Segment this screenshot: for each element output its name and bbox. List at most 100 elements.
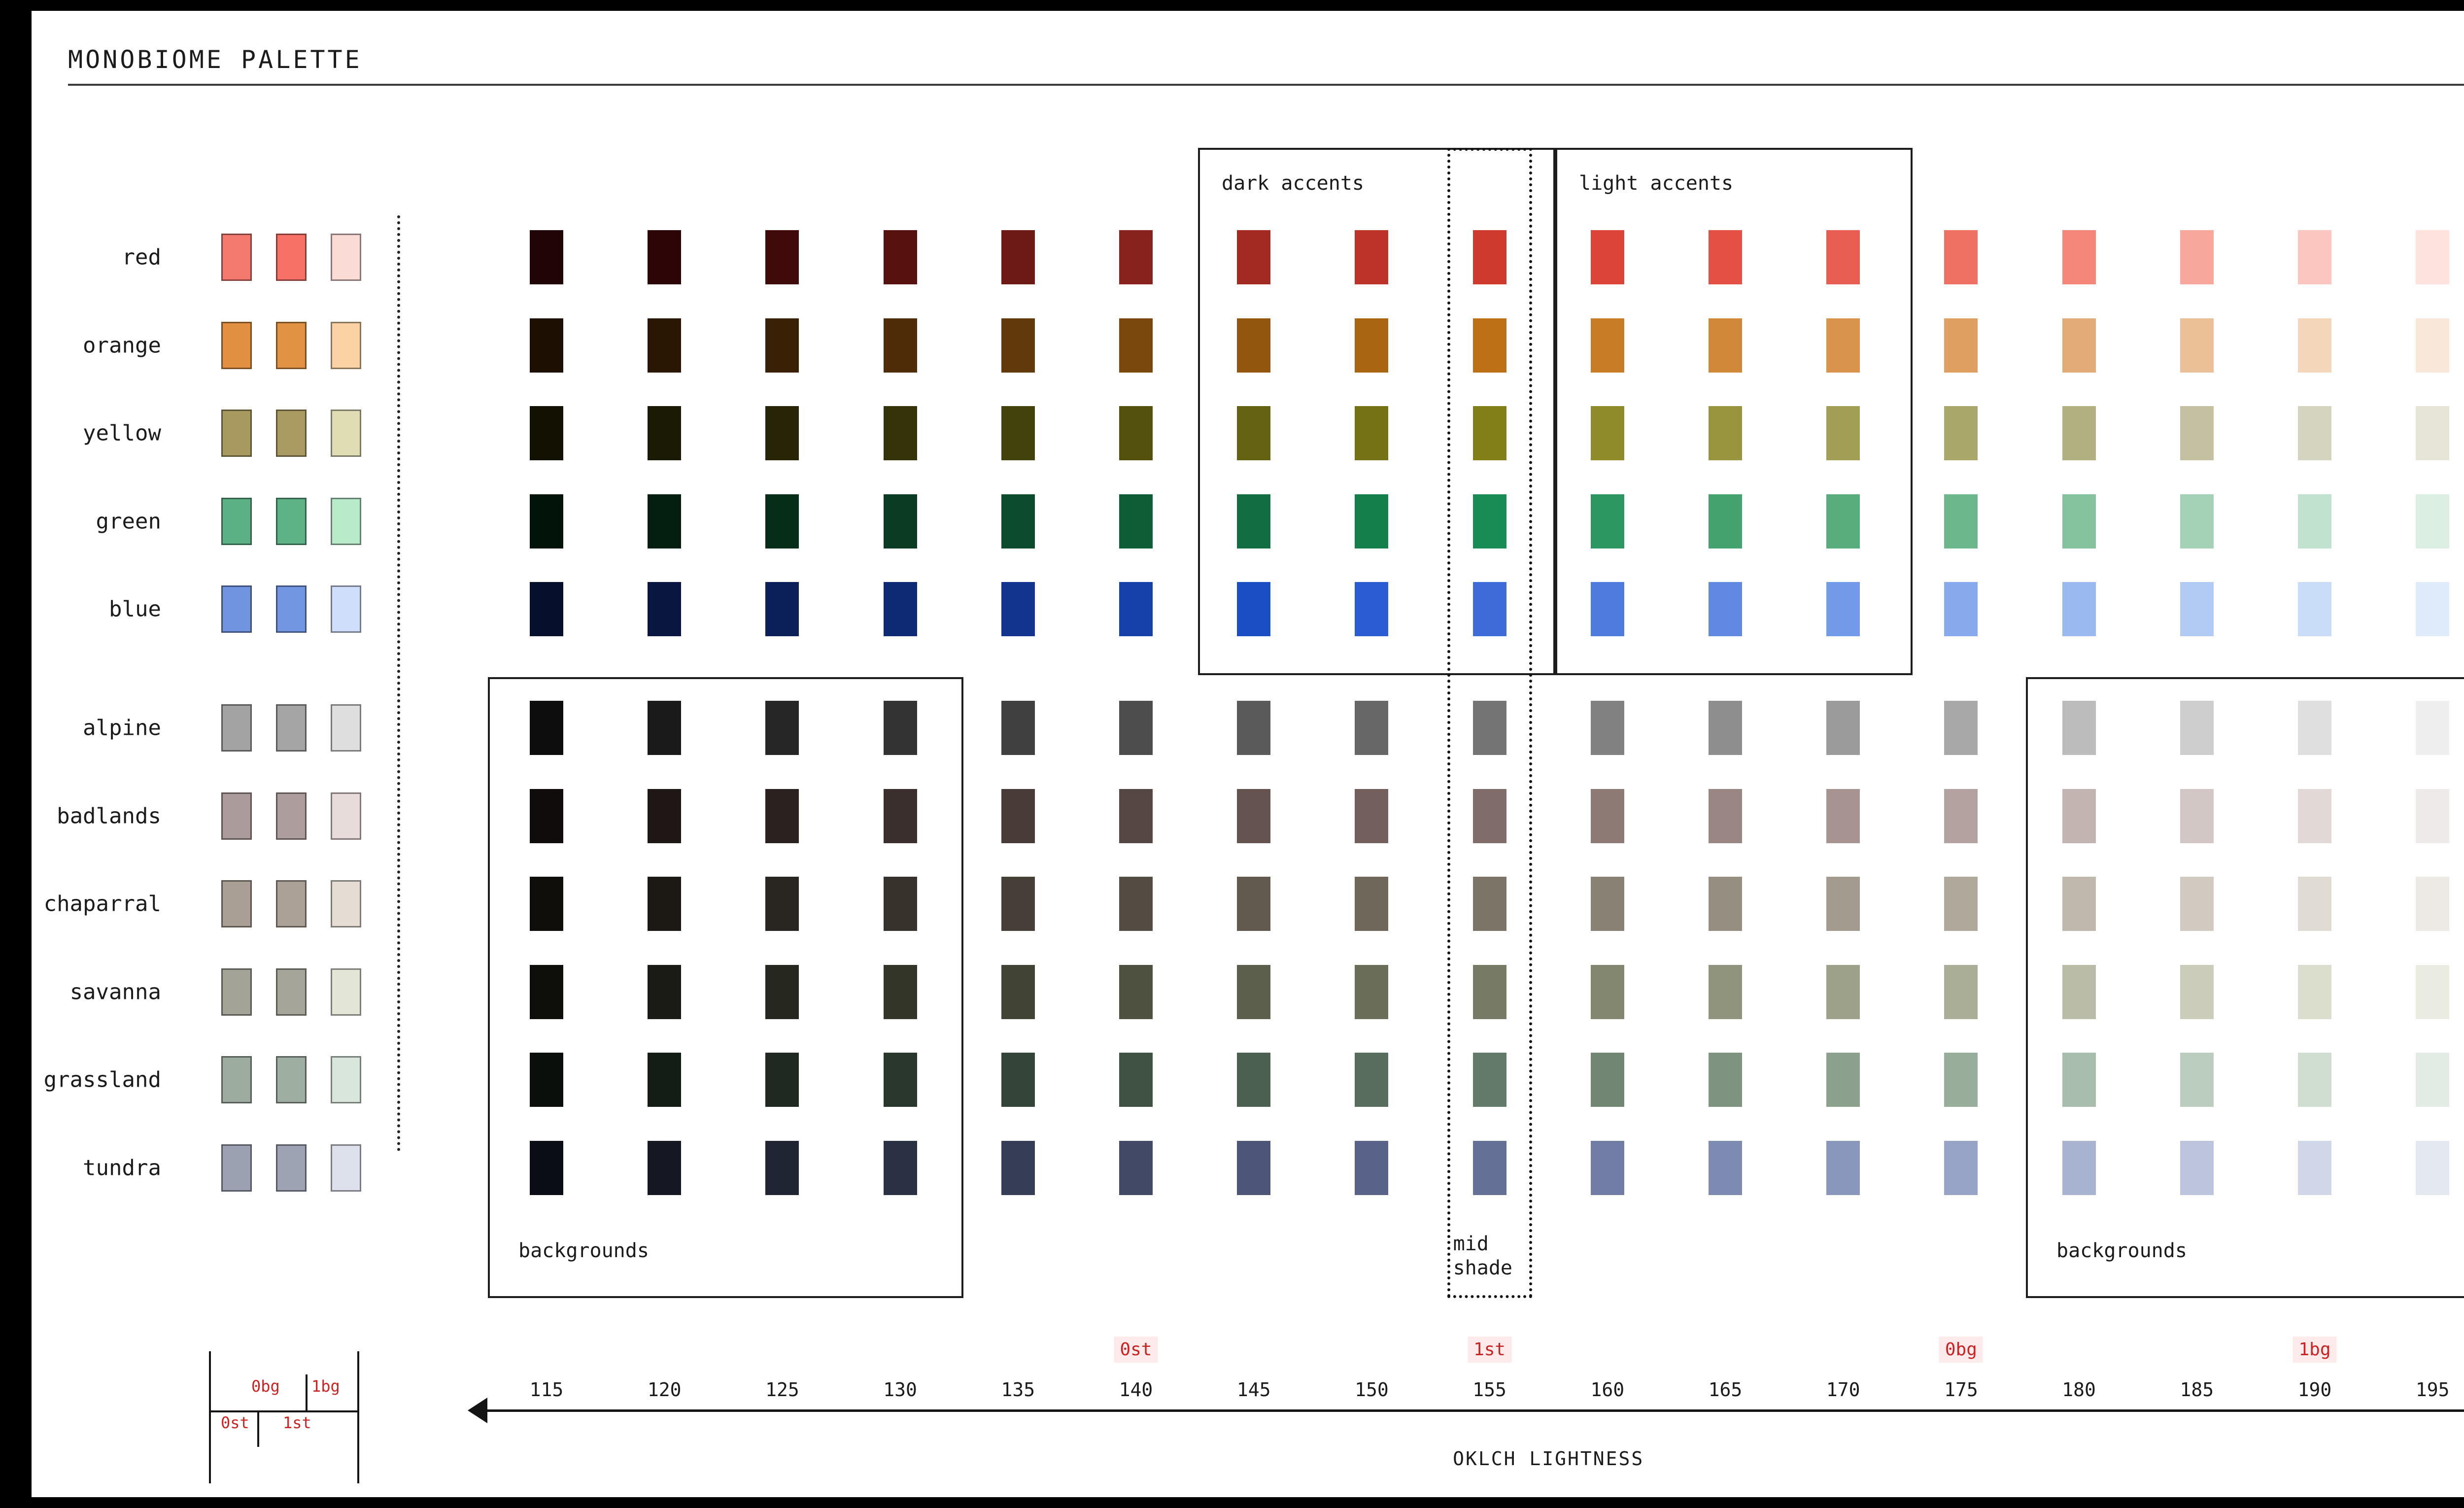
swatch-red-130[interactable] (883, 230, 917, 284)
preview-swatch-savanna-2[interactable] (331, 968, 361, 1016)
swatch-grassland-170[interactable] (1826, 1053, 1860, 1107)
swatch-green-120[interactable] (648, 494, 682, 548)
swatch-yellow-120[interactable] (648, 406, 682, 460)
swatch-blue-140[interactable] (1119, 582, 1153, 636)
swatch-grassland-180[interactable] (2062, 1053, 2096, 1107)
swatch-alpine-135[interactable] (1001, 701, 1035, 755)
swatch-savanna-130[interactable] (883, 964, 917, 1019)
swatch-blue-180[interactable] (2062, 582, 2096, 636)
swatch-red-135[interactable] (1001, 230, 1035, 284)
swatch-badlands-170[interactable] (1826, 788, 1860, 843)
swatch-green-165[interactable] (1709, 494, 1742, 548)
swatch-blue-165[interactable] (1709, 582, 1742, 636)
preview-swatch-blue-2[interactable] (331, 585, 361, 633)
preview-swatch-blue-1[interactable] (276, 585, 307, 633)
swatch-badlands-160[interactable] (1590, 788, 1624, 843)
swatch-orange-130[interactable] (883, 318, 917, 373)
swatch-chaparral-185[interactable] (2180, 877, 2214, 931)
swatch-yellow-165[interactable] (1709, 406, 1742, 460)
swatch-yellow-135[interactable] (1001, 406, 1035, 460)
swatch-blue-130[interactable] (883, 582, 917, 636)
swatch-grassland-190[interactable] (2298, 1053, 2331, 1107)
swatch-red-160[interactable] (1590, 230, 1624, 284)
swatch-badlands-185[interactable] (2180, 788, 2214, 843)
swatch-chaparral-150[interactable] (1355, 877, 1389, 931)
swatch-green-135[interactable] (1001, 494, 1035, 548)
swatch-badlands-140[interactable] (1119, 788, 1153, 843)
swatch-chaparral-130[interactable] (883, 877, 917, 931)
swatch-orange-150[interactable] (1355, 318, 1389, 373)
swatch-red-195[interactable] (2416, 230, 2450, 284)
swatch-blue-190[interactable] (2298, 582, 2331, 636)
swatch-alpine-145[interactable] (1237, 701, 1271, 755)
swatch-orange-185[interactable] (2180, 318, 2214, 373)
swatch-alpine-195[interactable] (2416, 701, 2450, 755)
swatch-orange-190[interactable] (2298, 318, 2331, 373)
swatch-badlands-130[interactable] (883, 788, 917, 843)
swatch-orange-140[interactable] (1119, 318, 1153, 373)
swatch-savanna-155[interactable] (1472, 964, 1506, 1019)
swatch-savanna-190[interactable] (2298, 964, 2331, 1019)
swatch-chaparral-195[interactable] (2416, 877, 2450, 931)
preview-swatch-savanna-1[interactable] (276, 968, 307, 1016)
swatch-blue-135[interactable] (1001, 582, 1035, 636)
swatch-savanna-195[interactable] (2416, 964, 2450, 1019)
swatch-tundra-160[interactable] (1590, 1140, 1624, 1195)
preview-swatch-red-1[interactable] (276, 234, 307, 281)
preview-swatch-yellow-1[interactable] (276, 410, 307, 457)
preview-swatch-chaparral-1[interactable] (276, 880, 307, 927)
swatch-savanna-150[interactable] (1355, 964, 1389, 1019)
swatch-tundra-190[interactable] (2298, 1140, 2331, 1195)
swatch-red-190[interactable] (2298, 230, 2331, 284)
swatch-tundra-150[interactable] (1355, 1140, 1389, 1195)
preview-swatch-grassland-0[interactable] (221, 1056, 252, 1103)
swatch-tundra-115[interactable] (530, 1140, 563, 1195)
swatch-tundra-195[interactable] (2416, 1140, 2450, 1195)
swatch-alpine-170[interactable] (1826, 701, 1860, 755)
preview-swatch-chaparral-2[interactable] (331, 880, 361, 927)
swatch-alpine-120[interactable] (648, 701, 682, 755)
swatch-yellow-175[interactable] (1944, 406, 1978, 460)
swatch-yellow-190[interactable] (2298, 406, 2331, 460)
swatch-red-150[interactable] (1355, 230, 1389, 284)
swatch-tundra-185[interactable] (2180, 1140, 2214, 1195)
swatch-orange-145[interactable] (1237, 318, 1271, 373)
swatch-alpine-175[interactable] (1944, 701, 1978, 755)
swatch-orange-195[interactable] (2416, 318, 2450, 373)
swatch-grassland-165[interactable] (1709, 1053, 1742, 1107)
preview-swatch-alpine-0[interactable] (221, 704, 252, 752)
swatch-badlands-125[interactable] (765, 788, 799, 843)
preview-swatch-badlands-1[interactable] (276, 792, 307, 840)
swatch-tundra-145[interactable] (1237, 1140, 1271, 1195)
swatch-grassland-160[interactable] (1590, 1053, 1624, 1107)
swatch-chaparral-115[interactable] (530, 877, 563, 931)
preview-swatch-grassland-2[interactable] (331, 1056, 361, 1103)
swatch-orange-125[interactable] (765, 318, 799, 373)
swatch-red-155[interactable] (1472, 230, 1506, 284)
preview-swatch-green-2[interactable] (331, 497, 361, 545)
swatch-blue-160[interactable] (1590, 582, 1624, 636)
preview-swatch-tundra-1[interactable] (276, 1144, 307, 1192)
swatch-red-175[interactable] (1944, 230, 1978, 284)
swatch-green-195[interactable] (2416, 494, 2450, 548)
swatch-blue-145[interactable] (1237, 582, 1271, 636)
swatch-yellow-160[interactable] (1590, 406, 1624, 460)
swatch-green-145[interactable] (1237, 494, 1271, 548)
swatch-red-170[interactable] (1826, 230, 1860, 284)
swatch-alpine-155[interactable] (1472, 701, 1506, 755)
preview-swatch-orange-1[interactable] (276, 321, 307, 369)
swatch-blue-195[interactable] (2416, 582, 2450, 636)
preview-swatch-red-2[interactable] (331, 234, 361, 281)
swatch-tundra-125[interactable] (765, 1140, 799, 1195)
swatch-orange-180[interactable] (2062, 318, 2096, 373)
swatch-blue-155[interactable] (1472, 582, 1506, 636)
swatch-badlands-180[interactable] (2062, 788, 2096, 843)
swatch-savanna-120[interactable] (648, 964, 682, 1019)
swatch-alpine-190[interactable] (2298, 701, 2331, 755)
swatch-chaparral-140[interactable] (1119, 877, 1153, 931)
swatch-alpine-125[interactable] (765, 701, 799, 755)
swatch-orange-135[interactable] (1001, 318, 1035, 373)
swatch-yellow-115[interactable] (530, 406, 563, 460)
preview-swatch-tundra-0[interactable] (221, 1144, 252, 1192)
swatch-red-180[interactable] (2062, 230, 2096, 284)
